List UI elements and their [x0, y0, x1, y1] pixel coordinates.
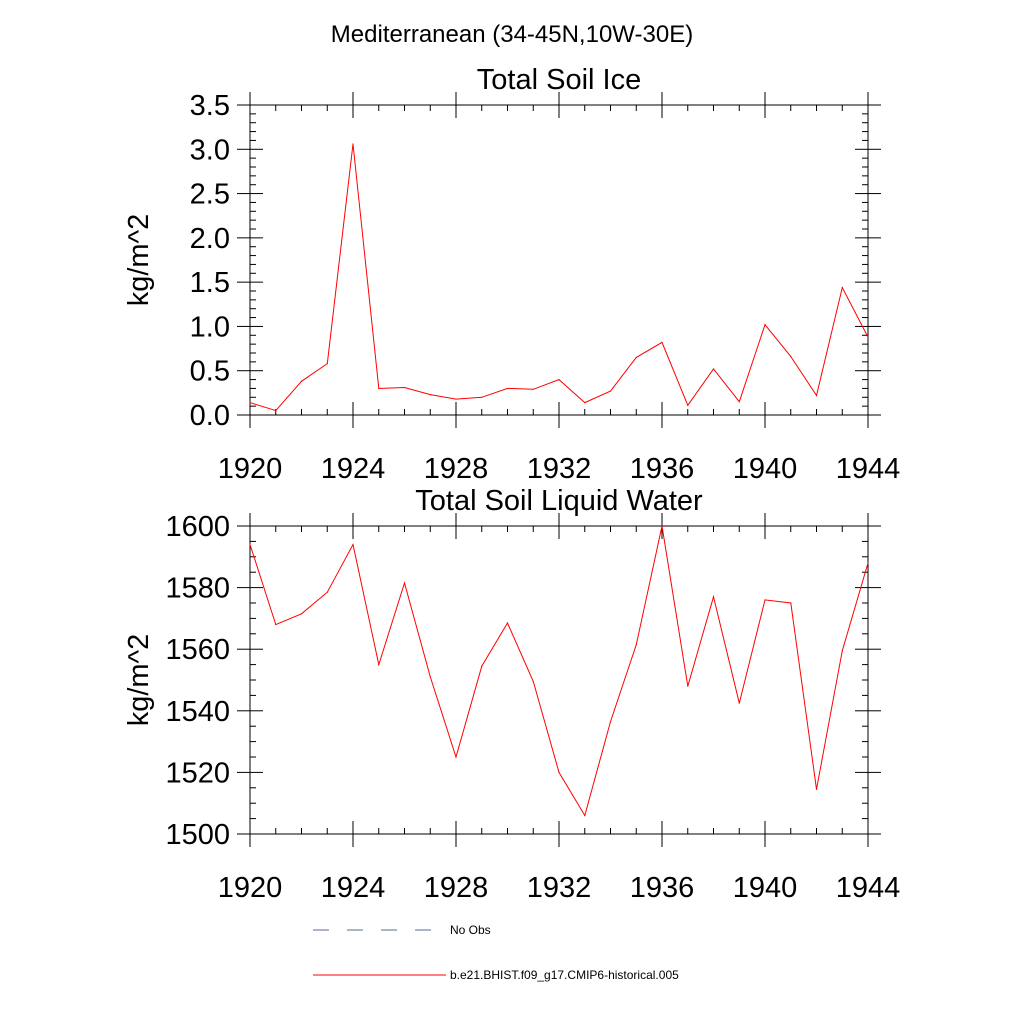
- x-tick-label: 1924: [321, 453, 386, 485]
- y-tick-label: 1.5: [190, 267, 230, 299]
- data-point: [790, 355, 792, 358]
- y-tick-label: 1500: [165, 819, 230, 851]
- data-point: [378, 664, 380, 666]
- data-point: [815, 394, 818, 397]
- data-point: [455, 756, 457, 758]
- x-tick-label: 1920: [218, 453, 283, 485]
- data-point: [712, 596, 715, 598]
- data-point: [275, 623, 277, 626]
- data-point: [506, 622, 509, 624]
- data-point: [532, 388, 534, 390]
- y-axis-label: kg/m^2: [123, 634, 155, 727]
- data-point: [841, 286, 843, 289]
- data-point: [481, 396, 483, 398]
- data-point: [300, 380, 303, 382]
- y-tick-label: 1580: [165, 573, 230, 605]
- data-point: [815, 788, 818, 790]
- y-tick-label: 1520: [165, 757, 230, 789]
- data-point: [429, 676, 431, 678]
- x-tick-label: 1936: [630, 453, 695, 485]
- x-tick-label: 1928: [424, 872, 489, 904]
- y-tick-label: 0.5: [190, 356, 230, 388]
- y-tick-label: 2.5: [190, 179, 230, 211]
- data-point: [609, 720, 612, 723]
- data-point: [249, 543, 251, 546]
- y-tick-label: 0.0: [190, 400, 230, 432]
- data-point: [661, 341, 663, 343]
- data-point: [558, 771, 560, 774]
- data-point: [764, 324, 766, 326]
- data-point: [300, 613, 303, 615]
- data-point: [790, 602, 792, 604]
- data-point: [738, 401, 740, 403]
- data-point: [867, 562, 869, 564]
- data-point: [249, 402, 251, 404]
- data-point: [326, 591, 328, 593]
- x-tick-label: 1944: [836, 453, 901, 485]
- data-point: [635, 643, 637, 646]
- data-point: [584, 402, 586, 404]
- chart-title: Total Soil Ice: [477, 64, 641, 96]
- figure-suptitle: Mediterranean (34-45N,10W-30E): [331, 21, 693, 48]
- data-point: [712, 368, 715, 370]
- x-tick-label: 1924: [321, 872, 386, 904]
- data-point: [841, 650, 843, 652]
- x-tick-label: 1944: [836, 872, 901, 904]
- x-tick-label: 1936: [630, 872, 695, 904]
- data-point: [403, 386, 406, 389]
- y-tick-label: 3.0: [190, 134, 230, 166]
- x-tick-label: 1940: [733, 872, 798, 904]
- chart-title: Total Soil Liquid Water: [415, 485, 703, 517]
- x-tick-label: 1940: [733, 453, 798, 485]
- data-point: [429, 394, 431, 396]
- y-tick-label: 3.5: [190, 90, 230, 122]
- data-point: [403, 582, 406, 584]
- x-tick-label: 1932: [527, 453, 592, 485]
- data-point: [275, 409, 277, 412]
- data-point: [661, 525, 663, 527]
- legend: No Obs b.e21.BHIST.f09_g17.CMIP6-histori…: [313, 923, 679, 982]
- data-point: [687, 404, 689, 406]
- panel-total-soil-liquid-water: Total Soil Liquid Water 1920 1924 1928 1932 1…: [123, 485, 900, 904]
- data-point: [455, 398, 457, 400]
- data-point: [635, 356, 637, 359]
- data-point: [764, 599, 766, 601]
- data-point: [687, 685, 689, 687]
- y-axis-label: kg/m^2: [123, 214, 155, 307]
- y-tick-label: 1540: [165, 696, 230, 728]
- plot-frame: [249, 525, 869, 835]
- y-tick-label: 1600: [165, 511, 230, 543]
- x-tick-label: 1932: [527, 872, 592, 904]
- series-line: [249, 143, 869, 412]
- legend-label-no-obs: No Obs: [450, 923, 491, 937]
- panel-total-soil-ice: Total Soil Ice 1920 1924 1928 1932 1936 1940 19…: [123, 64, 900, 485]
- data-point: [738, 702, 740, 704]
- y-tick-label: 1.0: [190, 311, 230, 343]
- legend-label-model: b.e21.BHIST.f09_g17.CMIP6-historical.005: [450, 968, 679, 982]
- data-point: [352, 143, 354, 145]
- data-point: [867, 336, 869, 338]
- data-point: [326, 363, 328, 365]
- data-point: [481, 665, 483, 667]
- x-tick-label: 1920: [218, 872, 283, 904]
- data-point: [558, 378, 560, 381]
- data-point: [506, 387, 509, 390]
- data-point: [609, 390, 612, 392]
- x-tick-label: 1928: [424, 453, 489, 485]
- y-tick-label: 1560: [165, 634, 230, 666]
- data-point: [352, 543, 354, 546]
- data-point: [532, 680, 534, 683]
- plot-frame: [249, 104, 869, 416]
- data-point: [378, 387, 380, 390]
- data-point: [584, 814, 586, 817]
- y-tick-label: 2.0: [190, 223, 230, 255]
